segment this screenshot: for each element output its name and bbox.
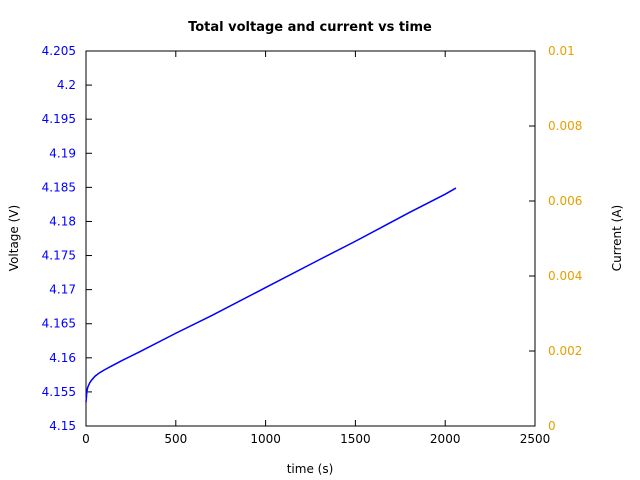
x-tick-label: 1000 [250, 432, 281, 446]
y-left-axis-ticks: 4.15 4.155 4.16 4.165 4.17 4.175 4.18 4.185 4.19… [42, 44, 92, 433]
y-left-tick-label: 4.15 [49, 419, 76, 433]
y-left-tick-label: 4.205 [42, 44, 76, 58]
x-tick-label: 2500 [520, 432, 551, 446]
y-left-tick-label: 4.17 [49, 283, 76, 297]
x-tick-label: 0 [82, 432, 90, 446]
y-right-tick-label: 0 [548, 419, 556, 433]
x-tick-label: 2000 [430, 432, 461, 446]
y-right-tick-label: 0.002 [548, 344, 582, 358]
plot-frame [85, 50, 536, 427]
y-left-tick-label: 4.165 [42, 317, 76, 331]
y-left-tick-label: 4.2 [57, 78, 76, 92]
y-right-tick-label: 0.004 [548, 269, 582, 283]
voltage-line [85, 187, 457, 403]
x-axis-ticks: 0 500 1000 1500 2000 2500 [82, 51, 550, 446]
y-left-axis-label: Voltage (V) [7, 205, 21, 271]
y-right-axis-ticks: 0 0.002 0.004 0.006 0.008 0.01 [529, 44, 582, 433]
chart-title: Total voltage and current vs time [188, 20, 432, 35]
y-left-tick-label: 4.155 [42, 385, 76, 399]
y-left-tick-label: 4.19 [49, 146, 76, 160]
x-tick-label: 1500 [340, 432, 371, 446]
y-left-tick-label: 4.18 [49, 214, 76, 228]
y-right-tick-label: 0.008 [548, 119, 582, 133]
y-left-tick-label: 4.195 [42, 112, 76, 126]
y-right-tick-label: 0.01 [548, 44, 575, 58]
x-axis-label: time (s) [287, 462, 334, 476]
y-right-tick-label: 0.006 [548, 194, 582, 208]
y-left-tick-label: 4.175 [42, 249, 76, 263]
y-right-axis-label: Current (A) [610, 205, 624, 271]
y-left-tick-label: 4.16 [49, 351, 76, 365]
x-tick-label: 500 [164, 432, 187, 446]
y-left-tick-label: 4.185 [42, 180, 76, 194]
series-group [85, 187, 457, 403]
